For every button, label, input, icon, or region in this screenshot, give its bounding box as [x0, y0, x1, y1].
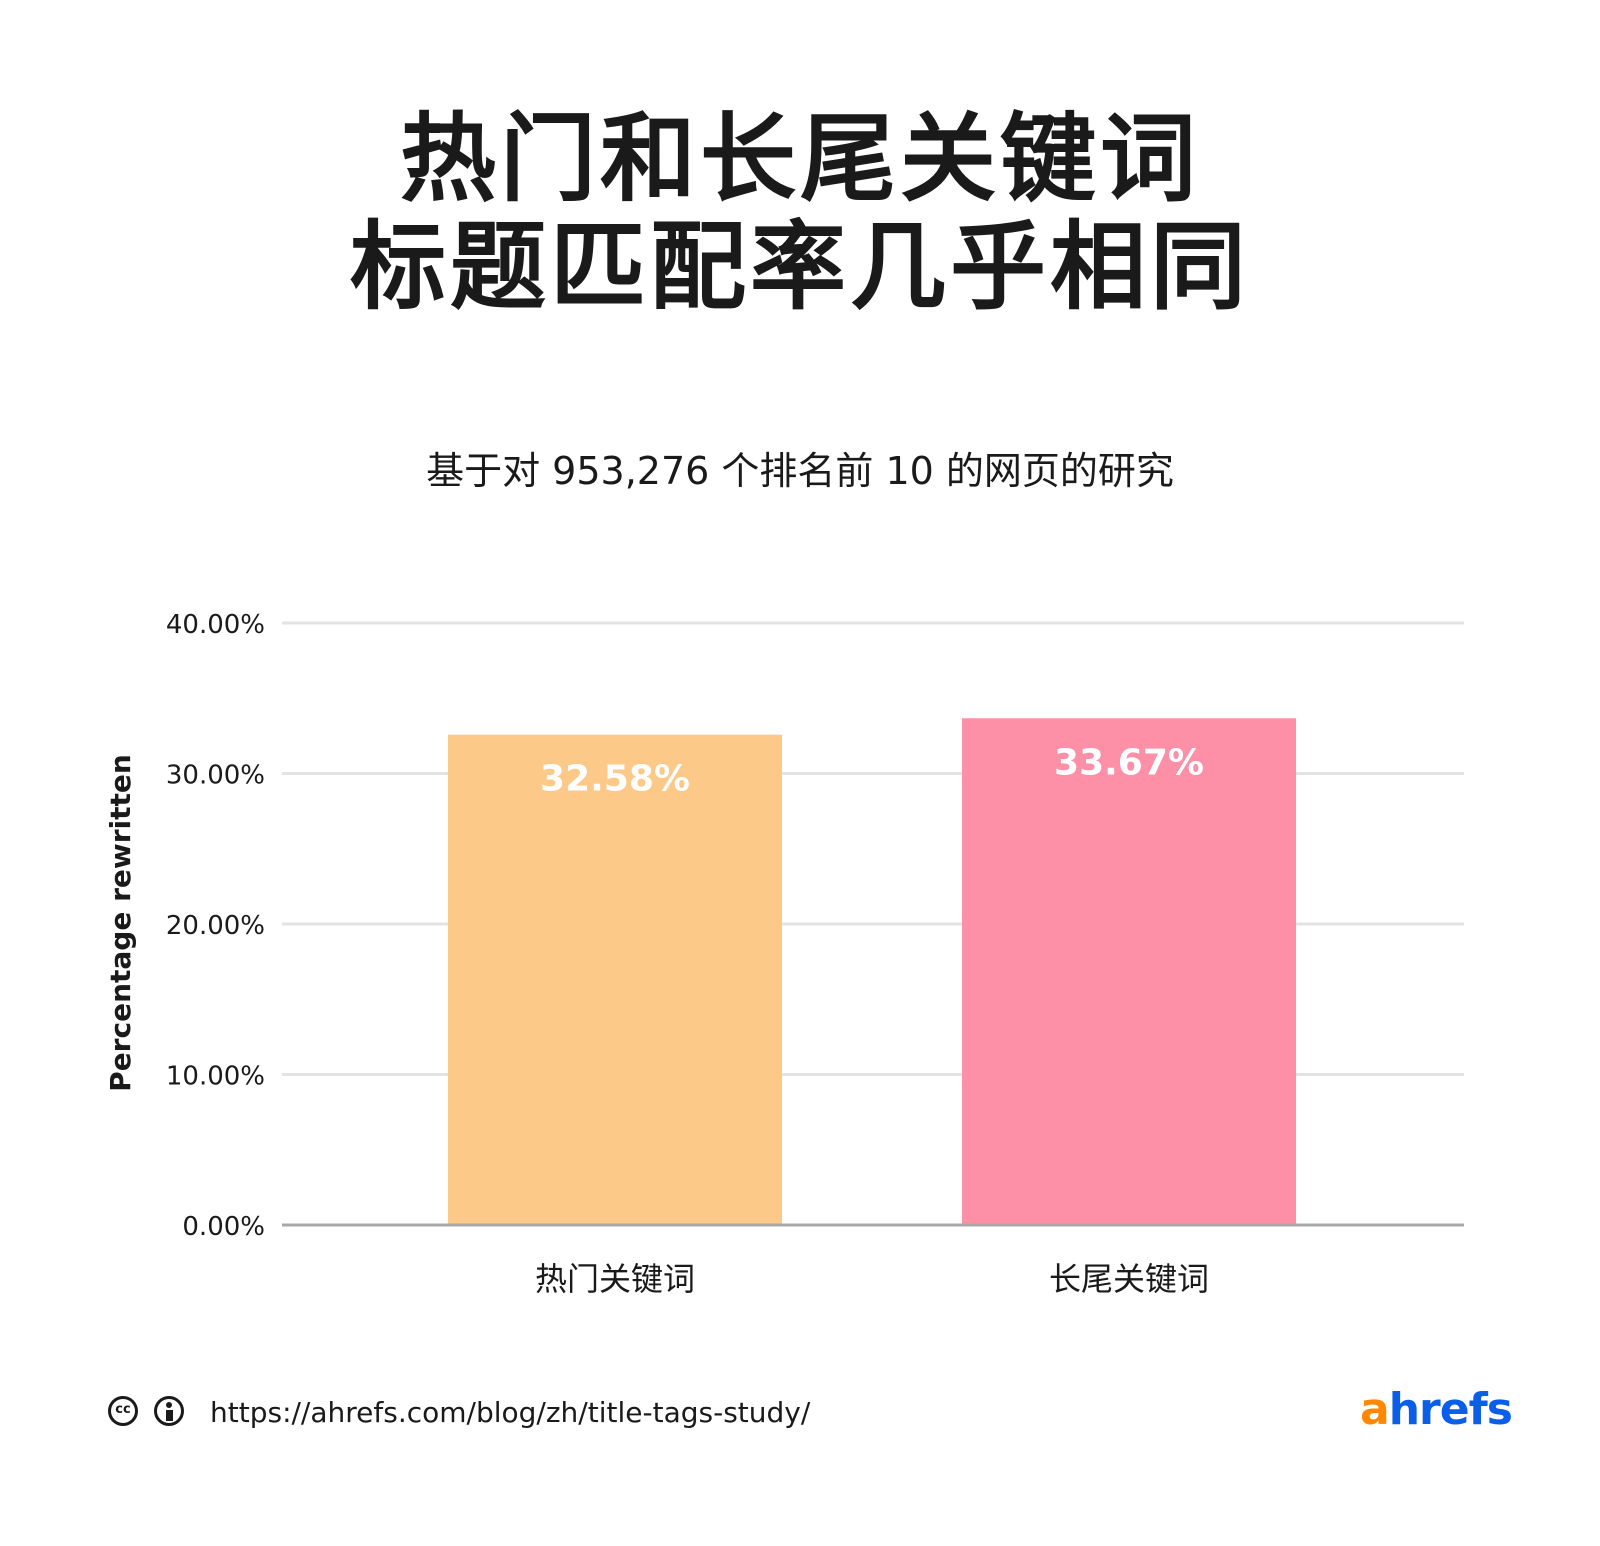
x-tick-label: 热门关键词: [535, 1260, 695, 1298]
y-tick-label: 40.00%: [166, 610, 265, 640]
chart-title: 热门和长尾关键词 标题匹配率几乎相同: [0, 105, 1600, 321]
bar: [962, 718, 1296, 1225]
y-tick-label: 30.00%: [166, 761, 265, 791]
y-tick-label: 10.00%: [166, 1062, 265, 1092]
y-axis-label: Percentage rewritten: [104, 754, 137, 1092]
title-line-1: 热门和长尾关键词: [400, 103, 1200, 215]
data-label: 33.67%: [1054, 742, 1204, 783]
title-line-2: 标题匹配率几乎相同: [350, 211, 1250, 323]
bar: [448, 734, 782, 1225]
y-tick-label: 0.00%: [182, 1212, 265, 1242]
attribution-icon: [154, 1396, 184, 1426]
y-tick-label: 20.00%: [166, 911, 265, 941]
x-tick-label: 长尾关键词: [1049, 1260, 1209, 1298]
source-url[interactable]: https://ahrefs.com/blog/zh/title-tags-st…: [210, 1396, 811, 1429]
cc-icon: cc: [108, 1396, 138, 1426]
data-label: 32.58%: [540, 759, 690, 800]
ahrefs-logo[interactable]: ahrefs: [1360, 1384, 1513, 1435]
chart-subtitle: 基于对 953,276 个排名前 10 的网页的研究: [426, 449, 1174, 493]
